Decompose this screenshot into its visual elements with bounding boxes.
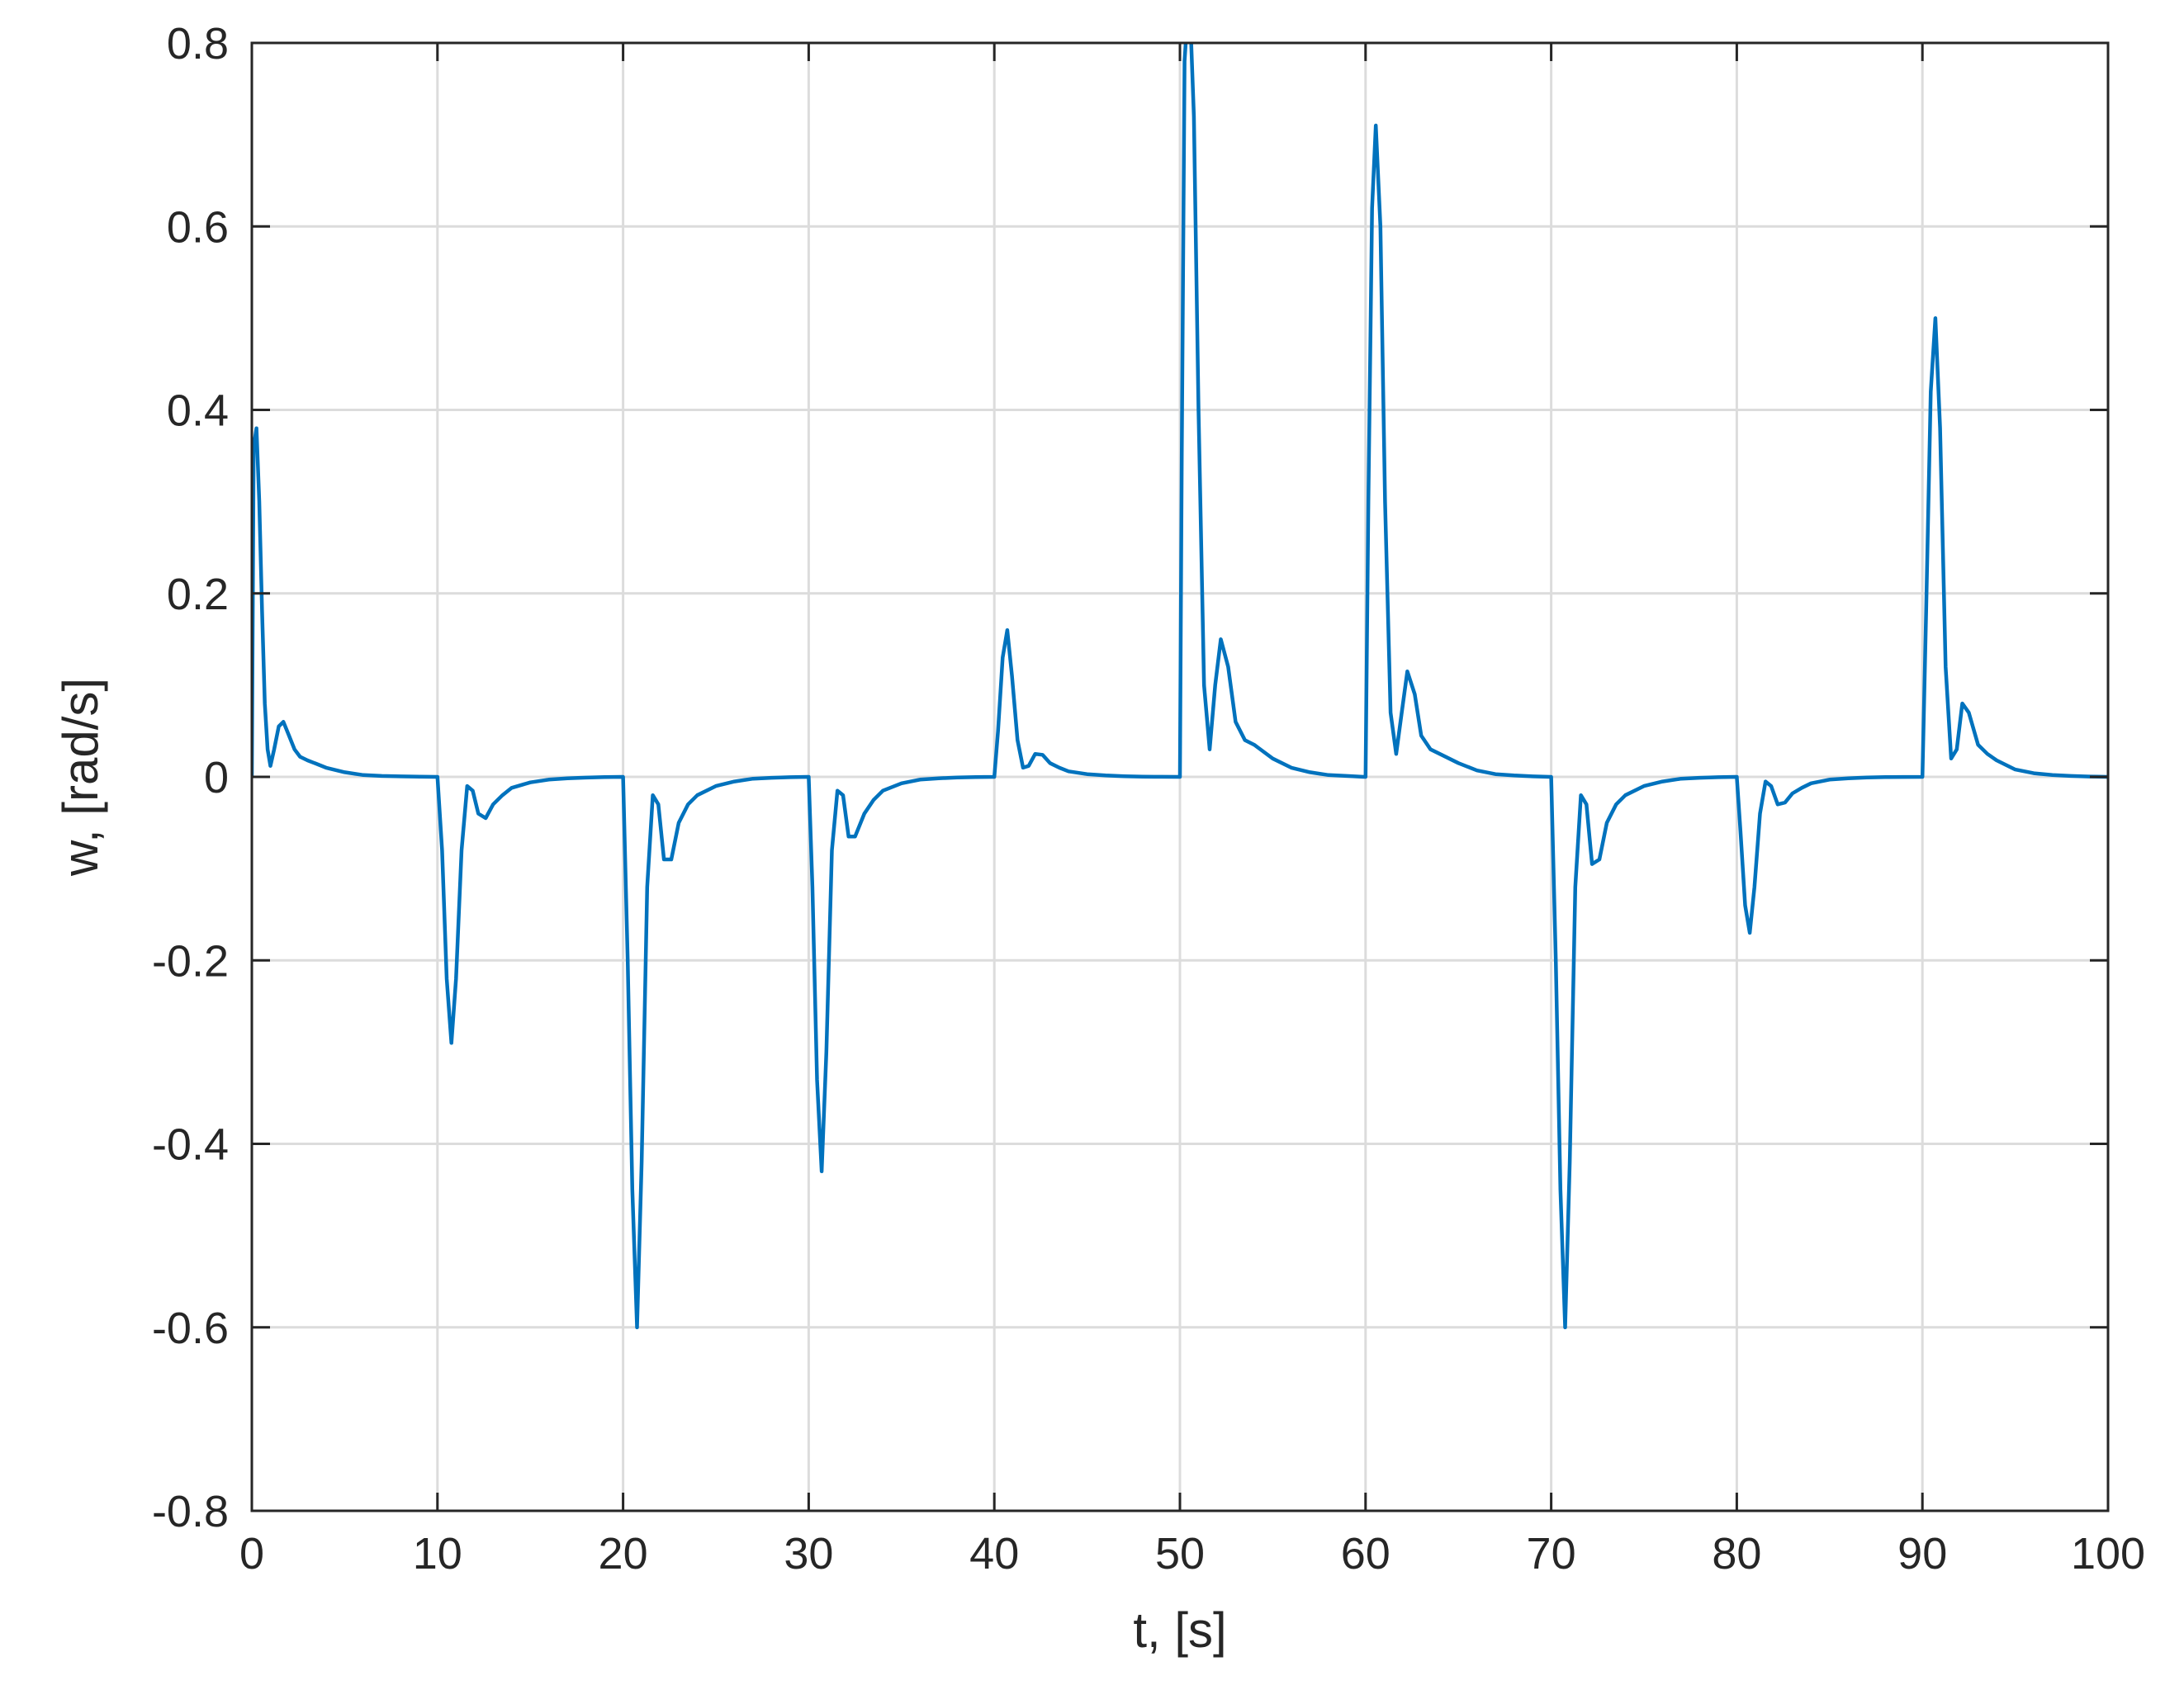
series-group [252,43,2108,1330]
y-tick-label: 0 [204,753,229,802]
y-tick-label: -0.2 [152,936,229,986]
y-tick-label: 0.2 [167,570,229,619]
x-tick-label: 0 [239,1529,264,1579]
y-tick-label: 0.4 [167,386,229,436]
x-tick-label: 20 [599,1529,648,1579]
x-tick-label: 80 [1712,1529,1761,1579]
y-tick-label: -0.8 [152,1487,229,1536]
x-tick-label: 100 [2071,1529,2145,1579]
x-tick-label: 40 [969,1529,1019,1579]
y-axis-label: w, [rad/s] [53,678,108,877]
plot-area [252,43,2108,1330]
y-tick-labels: 0.8 0.6 0.4 0.2 0 -0.2 -0.4 -0.6 -0.8 [152,19,229,1536]
y-tick-label: 0.8 [167,19,229,69]
y-tick-label: -0.4 [152,1120,229,1170]
tick-marks [250,41,2110,1512]
x-tick-label: 60 [1341,1529,1390,1579]
x-tick-labels: 0 10 20 30 40 50 60 70 80 90 100 [239,1529,2145,1579]
x-tick-label: 50 [1155,1529,1205,1579]
x-tick-label: 10 [413,1529,462,1579]
x-tick-label: 30 [784,1529,833,1579]
y-tick-label: 0.6 [167,202,229,252]
x-tick-label: 70 [1527,1529,1576,1579]
series-line [252,43,2108,1330]
x-axis-label: t, [s] [1133,1602,1226,1658]
x-tick-label: 90 [1897,1529,1947,1579]
y-tick-label: -0.6 [152,1304,229,1353]
